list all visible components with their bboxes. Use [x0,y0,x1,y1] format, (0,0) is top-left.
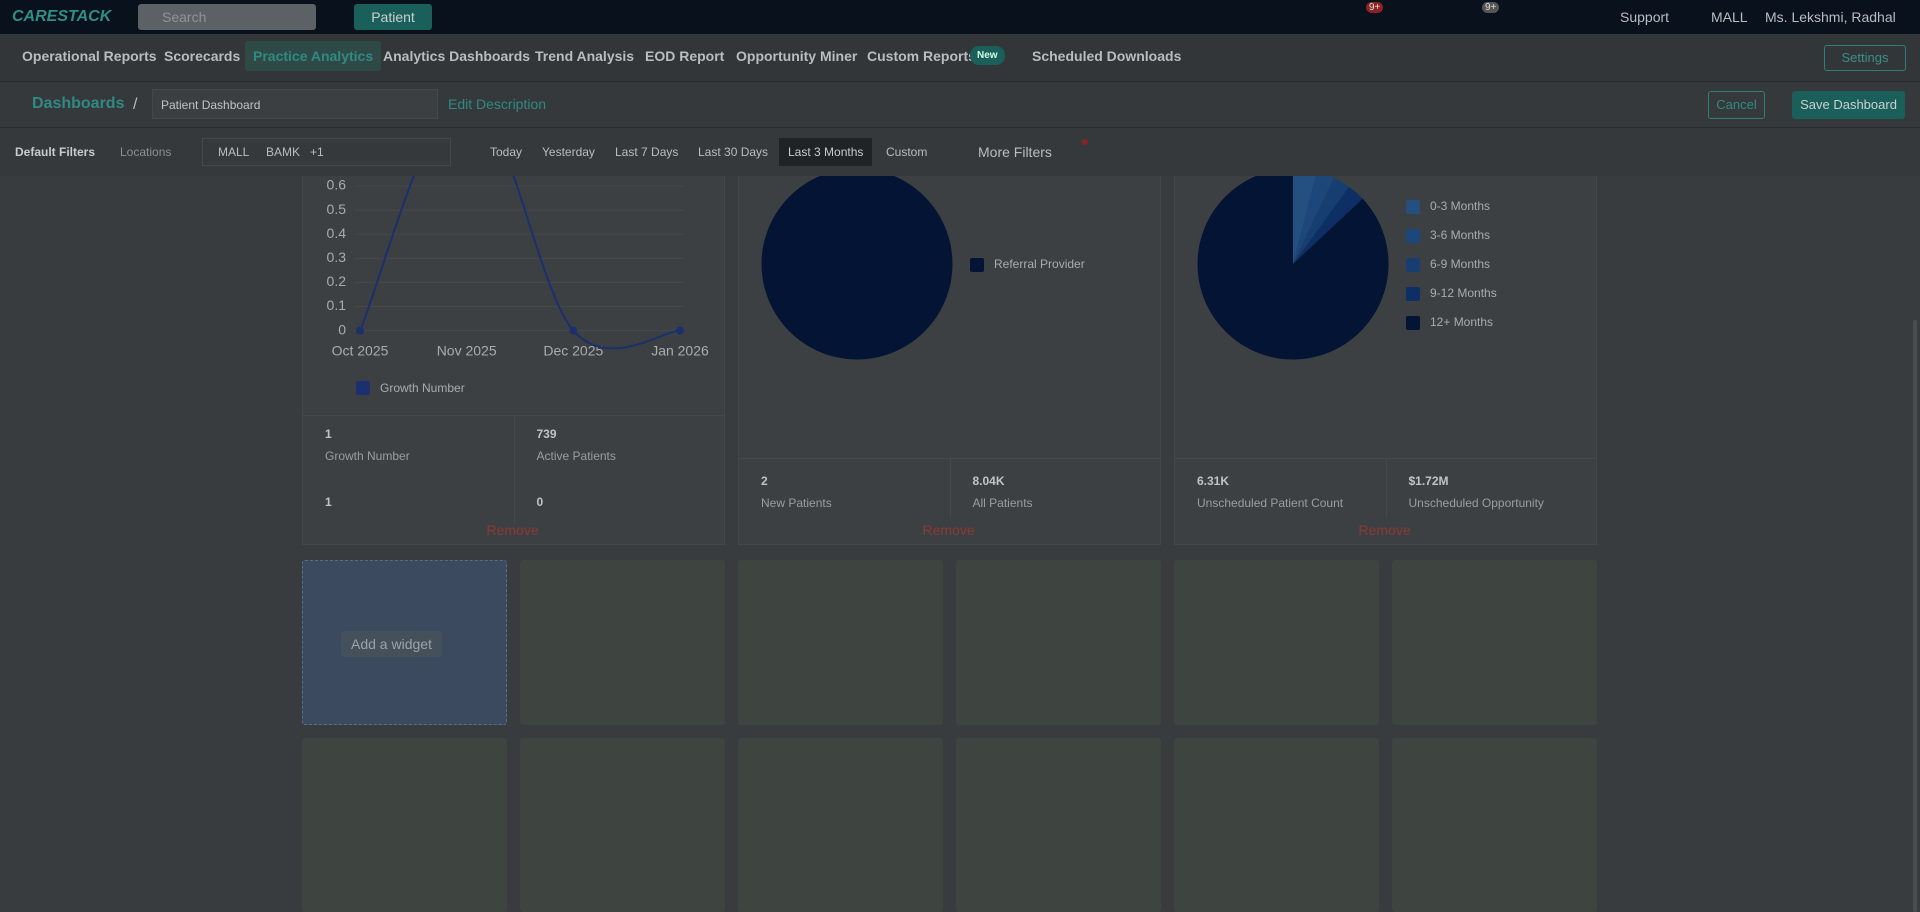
dashboard-name-input[interactable]: Patient Dashboard [152,89,438,119]
widget-card: 2 New Patients 8.04K All Patients Remove [738,140,1161,545]
nav-bar: Settings Operational Reports Scorecards Pr… [0,34,1920,82]
top-bar: CARESTACK Search Patient 9+ 9+ Support M… [0,0,1920,34]
new-badge: New [970,46,1005,65]
save-button[interactable]: Save Dashboard [1792,91,1905,119]
breadcrumb-bar: Dashboards / Patient Dashboard Edit Desc… [0,82,1920,127]
user-name[interactable]: Ms. Lekshmi, Radhal [1765,9,1896,25]
stat-value: 1 [325,427,332,441]
logo[interactable]: CARESTACK [12,8,112,25]
date-range-option[interactable]: Last 7 Days [615,145,679,159]
location-chip[interactable]: BAMK [266,145,301,159]
add-widget-slot[interactable]: Add a widget [302,560,507,725]
stat-label: Unscheduled Patient Count [1197,496,1344,510]
settings-button[interactable]: Settings [1824,45,1906,71]
location[interactable]: MALL [1711,9,1748,25]
support-link[interactable]: Support [1620,9,1670,25]
widget-card: 6.31K Unscheduled Patient Count $1.72M Unsc… [1174,140,1597,545]
stat-value: 1 [325,495,332,509]
more-filters[interactable]: More Filters [978,144,1052,160]
badge: 9+ [1482,2,1500,13]
stats-divider [1385,458,1387,518]
nav-item[interactable]: Scheduled Downloads [1032,48,1182,64]
edit-description[interactable]: Edit Description [448,96,547,112]
nav-item[interactable]: Operational Reports [22,48,157,64]
date-range-option[interactable]: Today [490,145,523,159]
stat-value: 8.04K [972,474,1005,488]
location-chip[interactable]: +1 [310,145,324,159]
breadcrumb-separator: / [133,96,138,113]
stat-value: 739 [536,427,557,441]
settings-label: Settings [1841,50,1889,65]
nav-item[interactable]: Analytics Dashboards [383,48,531,64]
empty-slot [1392,738,1597,912]
empty-slot [956,738,1161,912]
stats-divider [513,415,515,525]
stat-label: Growth Number [325,449,410,463]
date-range-option[interactable]: Yesterday [542,145,595,159]
cancel-button[interactable]: Cancel [1708,91,1765,119]
empty-slot [1174,560,1379,725]
nav-item[interactable]: Practice Analytics [245,41,382,71]
stat-label: Active Patients [536,449,616,463]
empty-slot [956,560,1161,725]
stat-value: $1.72M [1408,474,1449,488]
date-range-option[interactable]: Last 3 Months [779,138,873,166]
stat-value: 0 [536,495,544,509]
location-chip[interactable]: MALL [218,145,250,159]
remove-button[interactable]: Remove [486,522,539,538]
remove-button[interactable]: Remove [922,522,975,538]
search-placeholder: Search [162,9,207,25]
breadcrumb-root[interactable]: Dashboards [32,95,125,112]
empty-slot [520,560,725,725]
empty-slot [1392,560,1597,725]
remove-button[interactable]: Remove [1358,522,1411,538]
empty-slot [1174,738,1379,912]
nav-item[interactable]: EOD Report [645,48,725,64]
stat-value: 2 [761,474,768,488]
filter-bar: Default Filters Locations More Filters M… [0,127,1920,176]
filter-label: Default Filters [15,145,96,159]
patient-button[interactable]: Patient [354,4,432,30]
empty-slot [738,560,943,725]
stat-value: 6.31K [1197,474,1230,488]
locations-label: Locations [120,145,172,159]
stats-divider [949,458,951,518]
patient-button-label: Patient [371,9,415,25]
badge: 9+ [1366,2,1384,13]
nav-item[interactable]: Scorecards [164,48,241,64]
scrollbar [1913,320,1917,912]
widget-card: 1 Growth Number 739 Active Patients 1 0 Remove [302,140,725,545]
stat-label: All Patients [972,496,1033,510]
stat-label: New Patients [761,496,832,510]
empty-slot [302,738,507,912]
empty-slot [738,738,943,912]
date-range-option[interactable]: Last 30 Days [698,145,769,159]
stat-label: Unscheduled Opportunity [1408,496,1544,510]
nav-item[interactable]: Trend Analysis [535,48,635,64]
date-range-option[interactable]: Custom [886,145,928,159]
search-box[interactable]: Search [138,4,316,30]
filter-indicator [1082,139,1088,145]
nav-item[interactable]: Custom Reports [867,48,976,64]
empty-slot [520,738,725,912]
nav-item[interactable]: Opportunity Miner [736,48,858,64]
location-select[interactable] [202,138,451,166]
add-widget-button[interactable]: Add a widget [341,631,442,657]
